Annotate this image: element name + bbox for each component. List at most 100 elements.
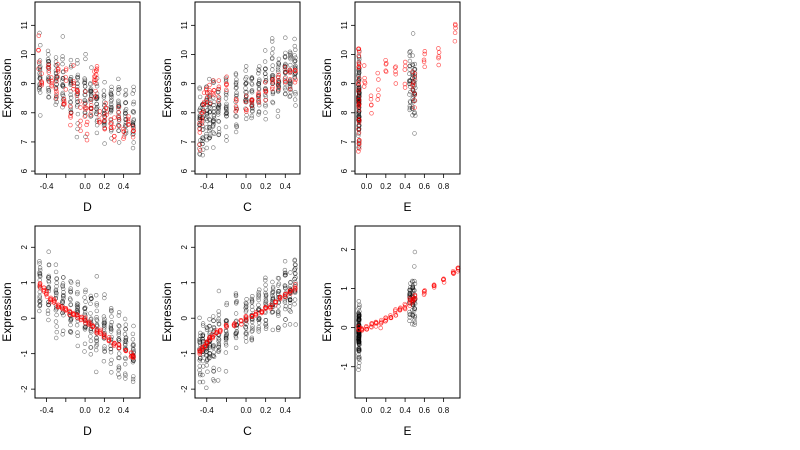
observed-point [94,342,100,347]
observed-point [263,110,268,115]
observed-point [68,92,73,98]
x-tick-label: 0.6 [419,182,431,191]
fitted-point [368,103,374,108]
observed-point [283,50,288,56]
y-tick-label: -1 [180,350,189,358]
fitted-point [452,21,458,27]
fitted-point [243,99,248,105]
plot-frame [354,225,461,399]
fitted-point [292,288,297,293]
observed-point [282,323,287,328]
observed-point [412,131,417,136]
observed-point [54,312,59,318]
observed-point [101,359,107,364]
observed-point [412,308,417,313]
observed-point [82,77,88,83]
observed-point [207,104,212,109]
observed-point [250,319,255,324]
panel-2: -0.4 0.0 0.2 0.4 6 7 8 9 10 11 C Expression [160,1,301,214]
observed-point [117,355,122,361]
observed-point [233,291,239,296]
observed-point [83,101,88,106]
observed-point [54,324,59,329]
fitted-point [102,126,107,131]
observed-point [88,301,93,306]
observed-points [356,249,418,372]
observed-point [412,61,417,67]
fitted-point [412,292,418,298]
observed-point [108,90,114,95]
fitted-point [397,307,403,312]
fitted-point [93,77,98,83]
observed-point [45,48,51,54]
fitted-point [199,116,205,121]
fitted-point [276,86,281,92]
fitted-point [217,327,223,333]
observed-point [207,133,213,139]
fitted-point [112,138,117,143]
observed-point [93,293,99,298]
observed-point [37,298,43,303]
fitted-point [121,136,126,141]
fitted-point [412,295,417,301]
observed-point [270,67,275,72]
observed-point [204,385,209,390]
fitted-point [126,119,131,124]
observed-point [243,95,249,100]
observed-point [223,336,229,341]
observed-point [200,141,205,147]
observed-point [249,329,255,334]
observed-point [61,296,66,301]
observed-point [75,343,81,349]
fitted-point [94,64,100,69]
observed-point [211,369,217,374]
fitted-point [83,89,88,94]
y-tick-label: 1 [340,286,349,291]
observed-point [198,356,203,361]
observed-point [75,111,81,117]
fitted-point [43,292,49,297]
observed-point [53,262,59,267]
fitted-point [126,121,131,127]
fitted-point [207,335,213,340]
x-tick-label: 0.4 [400,182,412,191]
observed-point [122,332,128,337]
observed-point [46,90,51,95]
observed-point [123,337,129,343]
observed-point [407,92,412,97]
fitted-point [356,107,362,113]
fitted-point [204,100,210,106]
observed-point [249,88,254,94]
observed-point [74,96,80,102]
observed-point [216,129,222,135]
x-axis-label: E [403,200,411,214]
y-tick-label: 9 [20,81,29,86]
observed-point [282,259,288,264]
observed-point [216,119,222,124]
observed-point [204,112,210,117]
fitted-point [197,120,202,126]
observed-point [88,114,93,119]
observed-point [37,293,42,299]
observed-point [356,312,362,317]
fitted-points [356,265,461,333]
plot-frame [34,1,141,175]
y-tick-label: 0 [20,315,29,320]
observed-point [197,94,203,100]
x-tick-label: -0.4 [40,182,54,191]
observed-point [412,306,417,311]
fitted-point [292,80,298,85]
observed-point [131,323,136,329]
observed-point [83,56,88,62]
x-tick-label: -0.4 [200,406,214,415]
observed-point [75,291,80,297]
fitted-point [55,74,60,80]
observed-point [109,87,114,93]
fitted-point [403,302,408,308]
observed-point [223,338,229,343]
observed-point [243,106,248,111]
observed-point [216,347,222,352]
observed-point [224,114,229,119]
observed-point [283,317,288,322]
observed-point [292,257,297,262]
